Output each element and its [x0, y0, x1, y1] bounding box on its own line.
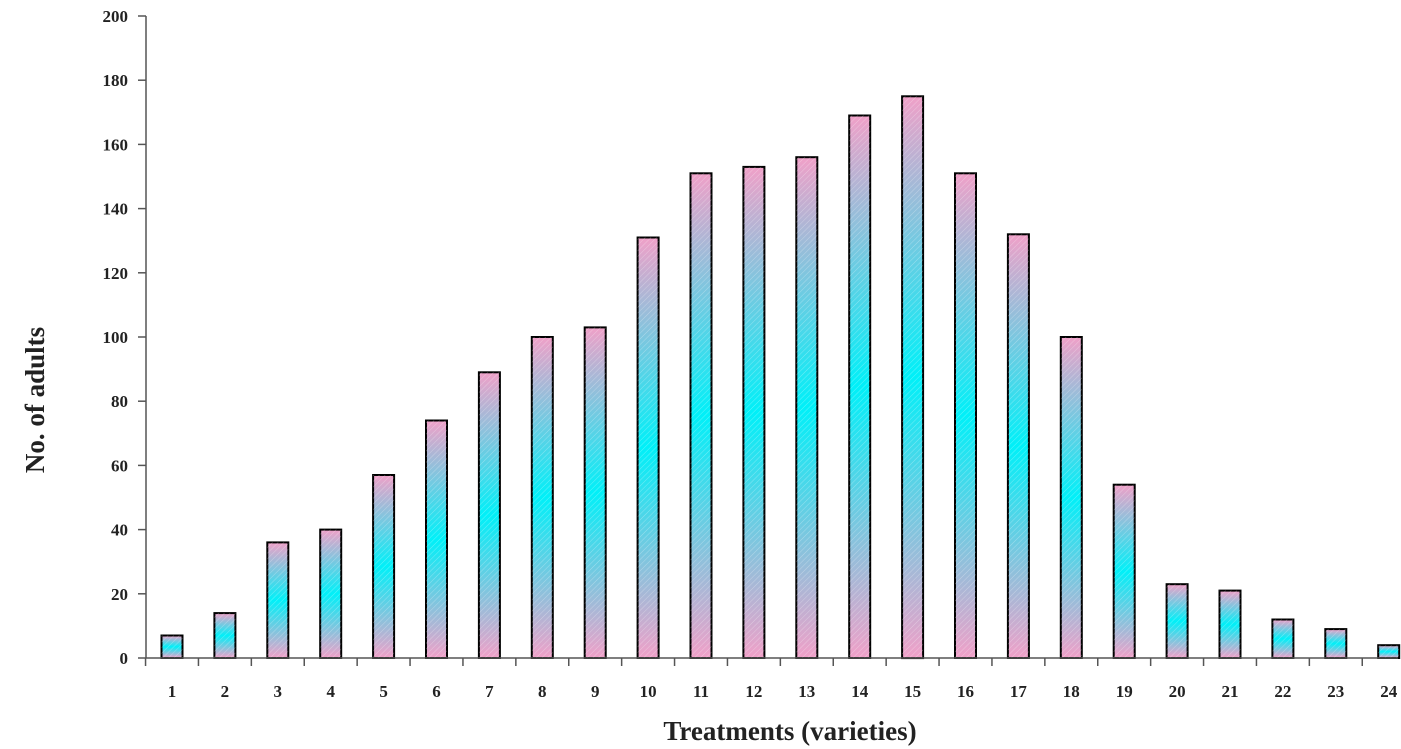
bar-hatch-19 — [1113, 484, 1135, 658]
x-tick-label: 20 — [1169, 682, 1186, 701]
y-tick-label: 60 — [111, 456, 128, 475]
x-tick-label: 24 — [1380, 682, 1398, 701]
y-tick-label: 100 — [103, 328, 129, 347]
bar-hatch-16 — [955, 173, 976, 659]
y-tick-label: 40 — [111, 521, 128, 540]
x-tick-label: 21 — [1222, 682, 1239, 701]
x-tick-label: 23 — [1327, 682, 1344, 701]
x-tick-label: 6 — [432, 682, 441, 701]
x-tick-label: 19 — [1116, 682, 1133, 701]
y-tick-label: 200 — [103, 7, 129, 26]
bar-hatch-23 — [1325, 629, 1347, 658]
bar-hatch-24 — [1378, 645, 1400, 658]
x-tick-label: 16 — [957, 682, 974, 701]
y-tick-label: 0 — [120, 649, 129, 668]
x-axis-title: Treatments (varieties) — [663, 716, 916, 746]
bar-hatch-18 — [1060, 337, 1082, 658]
x-tick-label: 3 — [274, 682, 283, 701]
x-tick-label: 7 — [485, 682, 494, 701]
bar-hatch-20 — [1166, 584, 1188, 658]
bar-hatch-5 — [373, 475, 395, 658]
x-tick-label: 5 — [379, 682, 388, 701]
x-tick-label: 1 — [168, 682, 177, 701]
bar-hatch-6 — [426, 420, 447, 658]
bar-hatch-11 — [690, 173, 712, 659]
y-axis-title: No. of adults — [20, 327, 50, 473]
bar-hatch-12 — [743, 166, 765, 658]
bar-hatch-14 — [849, 115, 871, 658]
x-tick-label: 13 — [798, 682, 815, 701]
y-tick-label: 80 — [111, 392, 128, 411]
y-tick-label: 160 — [103, 135, 129, 154]
bar-hatch-17 — [1007, 234, 1029, 659]
bar-hatch-4 — [320, 529, 342, 658]
x-tick-label: 18 — [1063, 682, 1080, 701]
x-tick-label: 15 — [904, 682, 921, 701]
y-tick-label: 180 — [103, 71, 129, 90]
bars-layer — [160, 95, 1401, 660]
y-tick-label: 140 — [103, 200, 129, 219]
x-tick-label: 2 — [221, 682, 230, 701]
y-tick-label: 20 — [111, 585, 128, 604]
x-tick-label: 11 — [693, 682, 709, 701]
bar-hatch-2 — [214, 613, 236, 658]
bar-hatch-21 — [1219, 590, 1241, 658]
bar-hatch-9 — [584, 327, 606, 658]
x-tick-label: 8 — [538, 682, 547, 701]
x-tick-label: 10 — [640, 682, 657, 701]
bar-hatch-8 — [531, 337, 553, 658]
x-tick-label: 12 — [745, 682, 762, 701]
x-tick-label: 9 — [591, 682, 600, 701]
y-tick-label: 120 — [103, 264, 129, 283]
x-tick-label: 17 — [1010, 682, 1028, 701]
bar-hatch-7 — [478, 372, 500, 658]
bar-hatch-3 — [267, 542, 289, 658]
x-tick-label: 22 — [1274, 682, 1291, 701]
bar-hatch-13 — [796, 157, 818, 658]
x-tick-label: 14 — [851, 682, 869, 701]
x-tick-label: 4 — [326, 682, 335, 701]
bar-hatch-15 — [902, 96, 924, 659]
bar-hatch-10 — [637, 237, 659, 658]
bar-hatch-1 — [161, 635, 183, 658]
bar-hatch-22 — [1272, 619, 1294, 658]
